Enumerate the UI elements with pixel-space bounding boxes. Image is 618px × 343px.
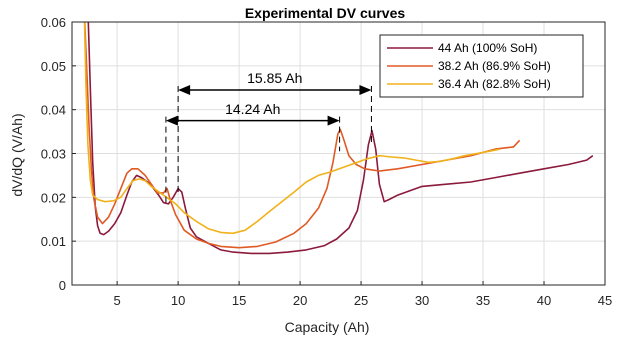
y-tick-label: 0 xyxy=(59,278,66,293)
y-ticks: 0 0.01 0.02 0.03 0.04 0.05 0.06 xyxy=(41,15,76,293)
x-tick-label: 10 xyxy=(171,293,185,308)
series-line-2 xyxy=(83,22,521,249)
x-tick-label: 35 xyxy=(476,293,490,308)
annotations: 15.85 Ah 14.24 Ah xyxy=(165,70,372,204)
x-tick-label: 20 xyxy=(293,293,307,308)
x-tick-label: 40 xyxy=(537,293,551,308)
x-tick-label: 25 xyxy=(354,293,368,308)
y-tick-label: 0.02 xyxy=(41,190,66,205)
y-tick-label: 0.03 xyxy=(41,147,66,162)
legend-entry: 38.2 Ah (86.9% SoH) xyxy=(438,59,551,73)
span-label: 15.85 Ah xyxy=(247,70,302,86)
x-tick-label: 5 xyxy=(114,293,121,308)
arrow-head xyxy=(359,84,372,95)
chart-title: Experimental DV curves xyxy=(245,5,406,21)
x-tick-label: 45 xyxy=(598,293,612,308)
legend-entry: 44 Ah (100% SoH) xyxy=(438,41,537,55)
arrow-head xyxy=(327,115,340,126)
x-tick-label: 15 xyxy=(232,293,246,308)
x-tick-label: 30 xyxy=(415,293,429,308)
y-tick-label: 0.01 xyxy=(41,234,66,249)
legend-entry: 36.4 Ah (82.8% SoH) xyxy=(438,77,551,91)
arrow-head xyxy=(178,84,191,95)
series-lines xyxy=(83,22,594,255)
series-line-1 xyxy=(87,22,594,255)
y-tick-label: 0.05 xyxy=(41,59,66,74)
x-ticks: 5 10 15 20 25 30 35 40 45 xyxy=(114,281,612,308)
y-tick-label: 0.06 xyxy=(41,15,66,30)
y-axis-label: dV/dQ (V/Ah) xyxy=(9,113,25,196)
x-axis-label: Capacity (Ah) xyxy=(285,319,370,335)
arrow-head xyxy=(165,115,178,126)
legend: 44 Ah (100% SoH) 38.2 Ah (86.9% SoH) 36.4 … xyxy=(379,34,584,98)
y-tick-label: 0.04 xyxy=(41,103,66,118)
span-label: 14.24 Ah xyxy=(225,101,280,117)
series-line-3 xyxy=(83,22,501,235)
